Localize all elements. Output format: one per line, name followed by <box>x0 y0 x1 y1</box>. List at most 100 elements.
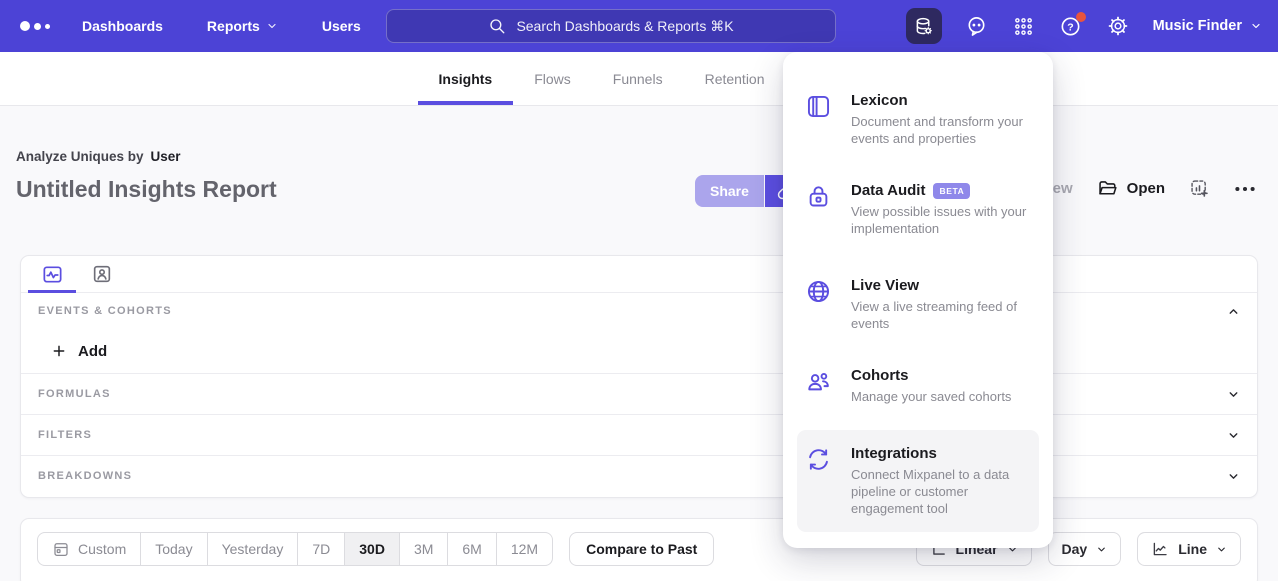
compare-to-past-button[interactable]: Compare to Past <box>569 532 715 566</box>
date-range-segmented-control: Custom Today Yesterday 7D 30D 3M 6M 12M <box>37 532 554 566</box>
notification-dot <box>1075 12 1086 22</box>
folder-open-icon <box>1098 181 1117 195</box>
menu-item-description: Manage your saved cohorts <box>851 389 1012 404</box>
top-navigation-bar: Dashboards Reports Users Search Dashboar… <box>0 0 1278 52</box>
range-label: Yesterday <box>221 541 284 557</box>
chart-type-dropdown[interactable]: Line <box>1137 532 1241 566</box>
chevron-down-icon[interactable] <box>1227 388 1240 401</box>
menu-item-description: Document and transform your events and p… <box>851 114 1023 147</box>
mixpanel-logo-icon[interactable] <box>20 21 64 31</box>
report-tabbar: Insights Flows Funnels Retention Signal … <box>0 52 1278 106</box>
menu-item-title: Lexicon <box>851 92 908 109</box>
range-label: 3M <box>413 541 434 557</box>
search-placeholder: Search Dashboards & Reports ⌘K <box>516 17 734 34</box>
nav-item-dashboards[interactable]: Dashboards <box>82 18 163 34</box>
range-label: 12M <box>510 541 539 557</box>
nav-item-users[interactable]: Users <box>322 18 361 34</box>
nav-item-reports[interactable]: Reports <box>207 18 278 34</box>
formulas-label: FORMULAS <box>38 388 111 400</box>
range-30d[interactable]: 30D <box>344 533 399 565</box>
range-label: 6M <box>462 541 482 557</box>
menu-item-data-audit[interactable]: Data Audit BETA View possible issues wit… <box>797 174 1039 245</box>
range-label: 30D <box>359 541 385 557</box>
chart-type-label: Line <box>1178 541 1207 557</box>
chevron-down-icon <box>268 23 276 29</box>
settings-gear-icon[interactable] <box>1106 14 1130 38</box>
menu-item-title: Data Audit <box>851 182 926 199</box>
tab-retention[interactable]: Retention <box>704 70 765 87</box>
interval-label: Day <box>1061 541 1088 557</box>
chevron-down-icon <box>1008 547 1016 551</box>
search-input[interactable]: Search Dashboards & Reports ⌘K <box>386 9 836 43</box>
menu-item-cohorts[interactable]: Cohorts Manage your saved cohorts <box>797 359 1039 413</box>
analyze-entity[interactable]: User <box>150 149 181 164</box>
profiles-view-tab[interactable] <box>77 256 127 292</box>
open-label: Open <box>1126 180 1165 197</box>
add-to-board-icon[interactable] <box>1189 178 1210 199</box>
chevron-up-icon[interactable] <box>1227 305 1240 318</box>
query-builder-card: EVENTS & COHORTS Add FORMULAS FILTERS BR… <box>20 255 1258 498</box>
events-cohorts-section[interactable]: EVENTS & COHORTS <box>21 293 1257 329</box>
range-today[interactable]: Today <box>140 533 206 565</box>
breakdowns-section[interactable]: BREAKDOWNS <box>21 455 1257 496</box>
menu-item-lexicon[interactable]: Lexicon Document and transform your even… <box>797 84 1039 155</box>
menu-item-title: Cohorts <box>851 367 909 384</box>
range-label: 7D <box>312 541 331 557</box>
tab-funnels[interactable]: Funnels <box>612 70 663 87</box>
data-management-dropdown-panel: Lexicon Document and transform your even… <box>783 52 1053 548</box>
open-report-button[interactable]: Open <box>1097 178 1165 199</box>
apps-grid-icon[interactable] <box>1012 14 1036 38</box>
project-picker[interactable]: Music Finder <box>1153 18 1262 34</box>
events-cohorts-label: EVENTS & COHORTS <box>38 305 172 317</box>
data-management-icon[interactable] <box>905 8 942 44</box>
menu-item-description: View possible issues with your implement… <box>851 204 1027 237</box>
menu-item-live-view[interactable]: Live View View a live streaming feed of … <box>797 269 1039 340</box>
tab-flows[interactable]: Flows <box>534 70 571 87</box>
calendar-icon <box>54 543 68 557</box>
primary-nav: Dashboards Reports Users <box>82 18 361 34</box>
help-icon[interactable]: ? <box>1059 12 1086 38</box>
data-audit-lock-icon <box>805 183 833 237</box>
live-view-globe-icon <box>805 278 833 332</box>
analyze-breadcrumb: Analyze Uniques by User <box>16 149 181 164</box>
menu-item-integrations[interactable]: Integrations Connect Mixpanel to a data … <box>797 430 1039 533</box>
chevron-down-icon <box>1218 547 1225 551</box>
pulse-chart-icon <box>42 265 62 283</box>
range-yesterday[interactable]: Yesterday <box>206 533 298 565</box>
more-options-icon[interactable] <box>1234 184 1256 194</box>
interval-dropdown[interactable]: Day <box>1047 532 1122 566</box>
range-label: Custom <box>78 541 127 557</box>
formulas-section[interactable]: FORMULAS <box>21 373 1257 414</box>
menu-item-title: Live View <box>851 277 920 294</box>
analyze-prefix: Analyze Uniques by <box>16 149 144 164</box>
add-label: Add <box>78 342 108 360</box>
range-6m[interactable]: 6M <box>447 533 495 565</box>
project-name: Music Finder <box>1152 18 1242 34</box>
range-3m[interactable]: 3M <box>398 533 447 565</box>
header-actions: New Open <box>1042 178 1256 199</box>
filters-section[interactable]: FILTERS <box>21 414 1257 455</box>
chevron-down-icon <box>1252 23 1260 29</box>
chevron-down-icon <box>1098 547 1106 551</box>
plus-icon <box>53 345 65 357</box>
time-controls-card: Custom Today Yesterday 7D 30D 3M 6M 12M … <box>20 518 1258 581</box>
insights-chart-view-tab[interactable] <box>27 256 77 293</box>
page-title[interactable]: Untitled Insights Report <box>16 176 277 202</box>
range-7d[interactable]: 7D <box>297 533 344 565</box>
feedback-bubble-icon[interactable] <box>965 14 989 38</box>
menu-item-description: View a live streaming feed of events <box>851 299 1017 332</box>
chevron-down-icon[interactable] <box>1227 429 1240 442</box>
nav-item-label: Dashboards <box>82 18 163 34</box>
menu-item-title: Integrations <box>851 445 937 462</box>
add-event-button[interactable]: Add <box>21 329 1257 373</box>
beta-badge: BETA <box>933 182 971 199</box>
builder-view-tabs <box>21 256 1257 293</box>
range-custom[interactable]: Custom <box>38 533 140 565</box>
share-button[interactable]: Share <box>695 175 764 207</box>
chevron-down-icon[interactable] <box>1227 470 1240 483</box>
range-12m[interactable]: 12M <box>495 533 552 565</box>
tab-insights[interactable]: Insights <box>417 52 514 105</box>
nav-item-label: Users <box>321 18 361 34</box>
line-chart-icon <box>1153 542 1167 556</box>
menu-item-description: Connect Mixpanel to a data pipeline or c… <box>851 467 1010 517</box>
